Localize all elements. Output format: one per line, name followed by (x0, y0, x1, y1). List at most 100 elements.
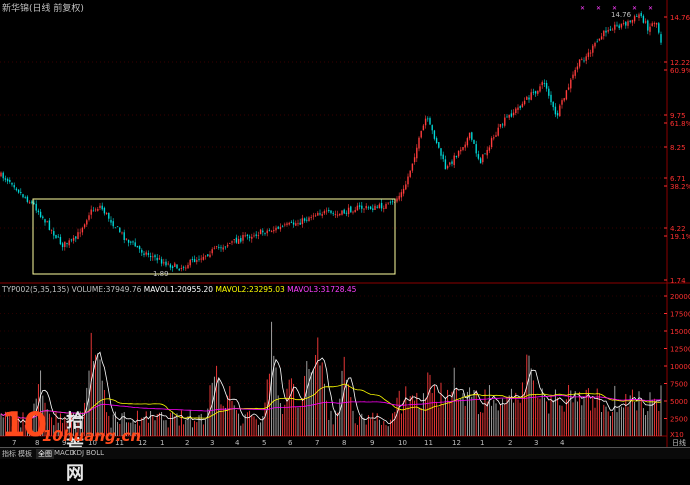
candle-body (389, 201, 392, 203)
tab-indicator[interactable]: 指标 (2, 450, 16, 458)
candle-body (323, 211, 326, 214)
candle-body (561, 100, 563, 105)
candle-body (464, 144, 466, 148)
candle-body (116, 226, 119, 228)
candle-body (341, 210, 343, 215)
tab-template[interactable]: 模板 (18, 450, 32, 458)
indicator-name: TYP002(5,35,135) (2, 285, 70, 294)
candle-body (39, 211, 42, 218)
candle-body (185, 267, 187, 269)
candle-body (541, 82, 543, 86)
volume-axis-label: 7500 (670, 381, 688, 389)
chart-frame (0, 0, 690, 447)
candle-body (574, 69, 576, 76)
time-axis-label: 7 (315, 439, 319, 447)
watermark-url: 10huang.cn (42, 427, 142, 445)
candle-body (207, 254, 209, 256)
candle-body (160, 259, 163, 264)
candle-body (17, 189, 20, 193)
candle-body (9, 179, 11, 182)
candle-body (246, 234, 249, 237)
candle-body (86, 220, 88, 225)
high-price-label: 14.76 (611, 11, 632, 19)
candle-body (169, 264, 172, 268)
time-axis: 7 8 9 10 11 12 1 2 3 4 5 6 7 8 9 10 11 12 1 2 3 4 日线 (12, 438, 686, 447)
candle-body (334, 214, 337, 216)
candle-body (396, 198, 398, 202)
candle-body (259, 229, 262, 235)
candle-body (620, 23, 623, 28)
price-axis-label: 60.9% (670, 67, 690, 75)
candle-body (176, 264, 178, 269)
candle-body (209, 254, 211, 258)
candle-body (550, 94, 552, 103)
candle-body (224, 246, 227, 248)
candle-body (248, 236, 251, 238)
candle-body (145, 252, 147, 255)
candle-body (484, 153, 486, 155)
candle-body (638, 14, 640, 19)
tab-macd[interactable]: MACD (54, 449, 75, 457)
candle-body (345, 212, 348, 214)
candle-body (576, 66, 579, 70)
candle-body (506, 116, 508, 118)
time-axis-label: 11 (424, 439, 433, 447)
candle-body (90, 209, 92, 215)
candle-body (48, 220, 51, 230)
time-axis-label: 2 (508, 439, 512, 447)
candle-body (647, 20, 649, 31)
candle-body (255, 234, 257, 236)
candle-body (530, 92, 532, 100)
candle-body (55, 234, 57, 238)
time-axis-label: 9 (370, 439, 374, 447)
candle-body (442, 154, 444, 160)
candle-body (658, 23, 660, 33)
bottom-toolbar: 指标 模板 全图 MACD KDJ BOLL (0, 447, 690, 459)
tab-full-view[interactable]: 全图 (36, 449, 54, 459)
volume-axis-label: 15000 (670, 328, 690, 336)
tab-kdj[interactable]: KDJ (72, 449, 85, 457)
candle-body (521, 103, 524, 107)
candle-body (174, 263, 176, 267)
candle-body (374, 205, 376, 210)
candle-body (202, 256, 205, 260)
candle-body (475, 144, 477, 154)
candle-body (301, 218, 304, 225)
time-axis-label: 8 (342, 439, 346, 447)
tab-boll[interactable]: BOLL (86, 449, 104, 457)
candle-body (200, 258, 202, 260)
time-axis-label: 10 (88, 439, 97, 447)
candle-body (94, 209, 97, 211)
candle-body (413, 157, 416, 163)
candle-body (642, 15, 645, 23)
candle-body (660, 34, 662, 43)
time-axis-label: 12 (452, 439, 461, 447)
volume-axis-label: 2500 (670, 416, 688, 424)
candle-body (220, 247, 222, 249)
candle-body (350, 206, 352, 213)
candle-body (343, 209, 345, 214)
candle-body (600, 36, 603, 40)
candle-body (332, 213, 334, 215)
time-axis-label: 2 (185, 439, 189, 447)
price-axis-label: 9.75 (670, 112, 686, 120)
candle-body (266, 230, 268, 234)
candle-body (460, 149, 462, 152)
candle-body (295, 223, 297, 226)
candle-body (110, 219, 112, 223)
candle-body (262, 230, 264, 233)
candle-body (26, 196, 29, 202)
candle-body (583, 60, 585, 62)
candle-body (191, 259, 194, 260)
candle-body (134, 242, 136, 247)
candle-body (444, 159, 447, 170)
volume-bars (0, 321, 662, 436)
candle-body (468, 132, 471, 139)
candle-body (517, 107, 519, 110)
candle-body (587, 52, 590, 57)
candle-body (180, 268, 183, 269)
candle-body (317, 212, 319, 216)
candle-body (616, 24, 618, 26)
candle-body (211, 249, 213, 254)
